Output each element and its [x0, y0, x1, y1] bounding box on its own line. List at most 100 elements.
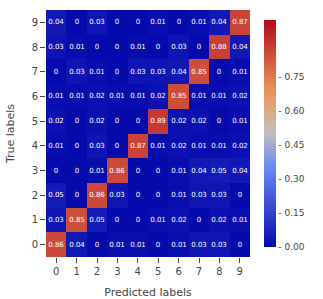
- svg-text:0.01: 0.01: [48, 92, 64, 100]
- svg-text:0.01: 0.01: [69, 92, 85, 100]
- svg-text:- 0.45: - 0.45: [278, 140, 304, 150]
- svg-text:0: 0: [32, 239, 38, 250]
- svg-text:0: 0: [238, 191, 242, 199]
- svg-text:0: 0: [177, 18, 181, 26]
- svg-text:0: 0: [95, 241, 99, 249]
- svg-text:0.02: 0.02: [191, 117, 207, 125]
- svg-text:6: 6: [175, 266, 181, 277]
- svg-text:0: 0: [115, 68, 119, 76]
- svg-text:0: 0: [54, 167, 58, 175]
- svg-text:0.01: 0.01: [232, 216, 248, 224]
- svg-text:9: 9: [237, 266, 243, 277]
- svg-text:0.02: 0.02: [171, 216, 187, 224]
- svg-text:0.02: 0.02: [211, 216, 227, 224]
- svg-text:0.03: 0.03: [211, 241, 227, 249]
- svg-text:0.02: 0.02: [89, 117, 105, 125]
- svg-text:0.01: 0.01: [171, 167, 187, 175]
- svg-text:0.03: 0.03: [69, 68, 85, 76]
- svg-text:- 0.15: - 0.15: [278, 208, 304, 218]
- svg-text:0: 0: [217, 68, 221, 76]
- svg-text:7: 7: [32, 66, 38, 77]
- svg-text:0.01: 0.01: [150, 18, 166, 26]
- svg-text:0: 0: [136, 167, 140, 175]
- svg-text:0.04: 0.04: [48, 18, 64, 26]
- svg-text:0.03: 0.03: [89, 142, 105, 150]
- svg-text:0.03: 0.03: [109, 191, 125, 199]
- svg-text:0.04: 0.04: [232, 43, 248, 51]
- svg-text:0.05: 0.05: [48, 191, 64, 199]
- svg-text:0.02: 0.02: [150, 92, 166, 100]
- svg-text:0.88: 0.88: [211, 43, 227, 51]
- svg-text:Predicted labels: Predicted labels: [104, 286, 192, 299]
- svg-text:0: 0: [136, 117, 140, 125]
- svg-text:3: 3: [32, 165, 38, 176]
- svg-text:0.87: 0.87: [130, 142, 146, 150]
- svg-text:0.05: 0.05: [89, 216, 105, 224]
- svg-text:0.05: 0.05: [211, 167, 227, 175]
- svg-text:0: 0: [54, 68, 58, 76]
- svg-text:0.03: 0.03: [89, 18, 105, 26]
- svg-text:0.03: 0.03: [48, 216, 64, 224]
- svg-text:0.03: 0.03: [191, 241, 207, 249]
- svg-text:0.01: 0.01: [191, 92, 207, 100]
- svg-text:- 0.60: - 0.60: [278, 106, 304, 116]
- svg-text:- 0.30: - 0.30: [278, 174, 304, 184]
- svg-text:0.86: 0.86: [89, 191, 105, 199]
- svg-text:- 0.75: - 0.75: [278, 72, 304, 82]
- svg-text:0: 0: [156, 191, 160, 199]
- svg-text:0.01: 0.01: [109, 92, 125, 100]
- svg-text:0.89: 0.89: [150, 117, 166, 125]
- svg-text:0.02: 0.02: [171, 142, 187, 150]
- svg-text:0.01: 0.01: [150, 216, 166, 224]
- svg-text:0: 0: [75, 167, 79, 175]
- svg-text:0: 0: [156, 43, 160, 51]
- svg-text:0.03: 0.03: [130, 68, 146, 76]
- svg-text:0.03: 0.03: [191, 191, 207, 199]
- svg-text:0.02: 0.02: [89, 92, 105, 100]
- svg-text:0.04: 0.04: [171, 68, 187, 76]
- svg-text:3: 3: [114, 266, 120, 277]
- svg-text:4: 4: [32, 140, 38, 151]
- svg-text:5: 5: [155, 266, 161, 277]
- svg-text:0: 0: [53, 266, 59, 277]
- svg-text:0.01: 0.01: [171, 241, 187, 249]
- svg-text:7: 7: [196, 266, 202, 277]
- svg-text:0: 0: [136, 191, 140, 199]
- svg-text:0.01: 0.01: [130, 241, 146, 249]
- svg-text:2: 2: [32, 190, 38, 201]
- svg-text:0.85: 0.85: [191, 68, 207, 76]
- svg-text:0: 0: [115, 43, 119, 51]
- svg-text:1: 1: [73, 266, 79, 277]
- svg-text:0.04: 0.04: [191, 167, 207, 175]
- svg-text:0.03: 0.03: [211, 191, 227, 199]
- svg-text:0.86: 0.86: [109, 167, 125, 175]
- svg-text:4: 4: [135, 266, 141, 277]
- svg-text:0.01: 0.01: [89, 68, 105, 76]
- svg-text:5: 5: [32, 116, 38, 127]
- svg-text:0.04: 0.04: [211, 18, 227, 26]
- svg-text:0.03: 0.03: [150, 68, 166, 76]
- svg-text:0.02: 0.02: [232, 92, 248, 100]
- svg-text:0.04: 0.04: [69, 241, 85, 249]
- svg-text:0.86: 0.86: [48, 241, 64, 249]
- svg-text:0.03: 0.03: [48, 43, 64, 51]
- svg-text:0: 0: [115, 142, 119, 150]
- svg-text:0: 0: [115, 117, 119, 125]
- svg-text:0: 0: [75, 18, 79, 26]
- svg-text:0.01: 0.01: [48, 142, 64, 150]
- svg-text:6: 6: [32, 91, 38, 102]
- svg-text:0: 0: [197, 43, 201, 51]
- svg-text:8: 8: [216, 266, 222, 277]
- svg-text:0.01: 0.01: [211, 142, 227, 150]
- svg-text:0: 0: [75, 191, 79, 199]
- svg-text:0: 0: [156, 241, 160, 249]
- svg-text:0.01: 0.01: [89, 167, 105, 175]
- svg-text:0.04: 0.04: [232, 167, 248, 175]
- svg-text:0.01: 0.01: [232, 68, 248, 76]
- svg-text:0: 0: [75, 117, 79, 125]
- svg-text:0.01: 0.01: [109, 241, 125, 249]
- svg-text:0: 0: [75, 142, 79, 150]
- svg-text:0: 0: [115, 216, 119, 224]
- svg-text:0.01: 0.01: [232, 117, 248, 125]
- svg-text:0: 0: [238, 241, 242, 249]
